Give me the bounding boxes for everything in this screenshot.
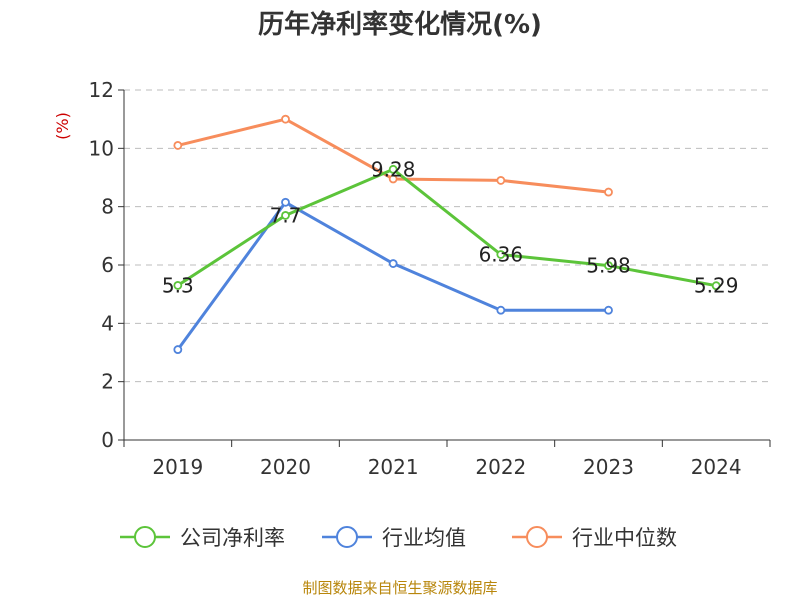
series-lines — [173, 114, 721, 354]
legend-label: 行业中位数 — [572, 526, 677, 550]
data-label: 5.3 — [162, 273, 194, 297]
y-tick-label: 4 — [101, 311, 114, 335]
data-labels: 5.3 7.7 9.28 6.36 5.98 5.29 — [162, 157, 739, 297]
axes: 0 2 4 6 8 10 12 2019 2020 2021 2022 2023 2024 — [89, 78, 771, 479]
legend: 公司净利率 行业均值 行业中位数 — [120, 526, 677, 550]
y-tick-label: 12 — [89, 78, 114, 102]
series-point-0 — [604, 261, 613, 270]
series-point-0 — [496, 250, 506, 259]
y-tick-label: 8 — [101, 195, 114, 219]
legend-marker — [336, 526, 358, 548]
legend-item: 行业中位数 — [512, 526, 677, 550]
grid-lines — [124, 89, 770, 383]
series-point-0 — [388, 164, 398, 174]
data-label: 6.36 — [479, 243, 524, 267]
series-point-2 — [281, 114, 290, 124]
series-line-1 — [176, 200, 609, 351]
source-note: 制图数据来自恒生聚源数据库 — [302, 579, 497, 597]
series-point-2 — [604, 187, 613, 197]
chart-title: 历年净利率变化情况(%) — [258, 9, 542, 40]
legend-marker — [526, 526, 548, 548]
legend-item: 公司净利率 — [120, 526, 285, 550]
series-point-2 — [496, 176, 506, 185]
data-label: 7.7 — [270, 203, 302, 227]
y-tick-label: 0 — [101, 428, 114, 452]
legend-item: 行业均值 — [322, 526, 466, 550]
y-axis-unit-label: (%) — [53, 112, 72, 140]
series-point-1 — [173, 345, 183, 354]
data-label: 5.98 — [586, 254, 631, 278]
data-label: 5.29 — [694, 274, 739, 298]
series-point-2 — [173, 141, 183, 150]
series-point-1 — [388, 259, 398, 268]
series-point-1 — [496, 305, 506, 315]
series-point-0 — [281, 211, 290, 220]
legend-label: 行业均值 — [382, 526, 466, 550]
y-tick-label: 6 — [101, 253, 114, 277]
x-tick-label: 2021 — [368, 455, 419, 479]
series-point-1 — [281, 197, 290, 207]
x-tick-label: 2020 — [260, 455, 311, 479]
x-tick-label: 2024 — [691, 455, 742, 479]
x-tick-label: 2022 — [475, 455, 526, 479]
x-tick-label: 2023 — [583, 455, 634, 479]
series-point-0 — [173, 281, 183, 290]
y-tick-label: 10 — [89, 136, 114, 160]
legend-label: 公司净利率 — [180, 526, 285, 550]
x-tick-label: 2019 — [152, 455, 203, 479]
series-point-2 — [388, 174, 398, 184]
y-tick-label: 2 — [101, 370, 114, 394]
series-point-0 — [711, 281, 721, 291]
data-label: 9.28 — [371, 157, 416, 181]
legend-marker — [134, 526, 156, 548]
series-line-0 — [177, 167, 717, 288]
series-point-1 — [604, 305, 613, 315]
